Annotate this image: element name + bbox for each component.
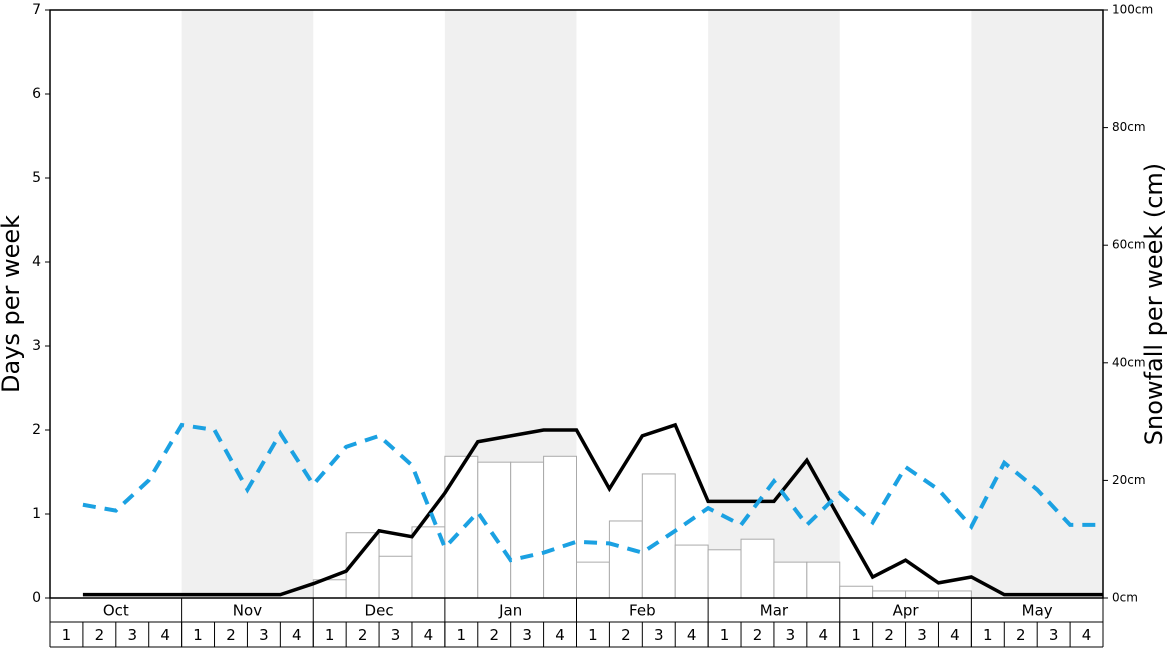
snowfall-bar (477, 461, 512, 599)
week-label: 2 (95, 626, 105, 644)
month-label: Nov (233, 602, 262, 620)
y2-tick-label: 80cm (1112, 120, 1146, 134)
week-label: 3 (654, 626, 664, 644)
y-tick-label: 2 (32, 422, 41, 438)
week-label: 4 (555, 626, 565, 644)
snowfall-bar (806, 561, 841, 599)
week-label: 3 (259, 626, 269, 644)
week-label: 1 (193, 626, 203, 644)
week-label: 3 (786, 626, 796, 644)
week-label: 2 (753, 626, 763, 644)
week-label: 4 (950, 626, 960, 644)
month-label: Mar (760, 602, 789, 620)
week-label: 1 (62, 626, 72, 644)
snowfall-bar (543, 455, 577, 599)
month-shade (708, 10, 840, 598)
snowfall-bar (937, 590, 972, 599)
week-label: 3 (522, 626, 532, 644)
snowfall-bar (576, 561, 610, 599)
y2-tick-label: 60cm (1112, 238, 1146, 252)
days-line (82, 422, 1103, 597)
week-label: 4 (160, 626, 170, 644)
snowfall-bar (641, 473, 676, 599)
week-label: 1 (457, 626, 467, 644)
y2-tick-label: 0cm (1112, 591, 1138, 605)
snowfall-bar (707, 549, 742, 599)
week-label: 4 (819, 626, 829, 644)
y-tick-label: 6 (32, 86, 41, 102)
week-label: 3 (391, 626, 401, 644)
week-label: 2 (489, 626, 499, 644)
snowfall-bar (510, 461, 545, 599)
y-axis-title: Days per week (0, 215, 25, 393)
y-tick-label: 5 (32, 170, 41, 186)
week-label: 2 (621, 626, 631, 644)
month-label: Dec (365, 602, 394, 620)
week-label: 4 (292, 626, 302, 644)
snowfall-bar (608, 520, 643, 599)
week-label: 1 (720, 626, 730, 644)
snowfall-bar (740, 538, 775, 599)
y-tick-label: 7 (32, 2, 41, 18)
month-label: Feb (629, 602, 656, 620)
week-label: 3 (127, 626, 137, 644)
week-label: 3 (917, 626, 927, 644)
snowfall-bar (839, 585, 874, 599)
y-tick-label: 4 (32, 254, 41, 270)
week-label: 4 (687, 626, 697, 644)
week-label: 4 (424, 626, 434, 644)
y2-axis-title: Snowfall per week (cm) (1140, 163, 1168, 445)
week-label: 2 (226, 626, 236, 644)
dashed-line (82, 422, 1103, 563)
week-label: 2 (1016, 626, 1026, 644)
week-label: 1 (325, 626, 335, 644)
month-shade (181, 10, 314, 598)
week-label: 3 (1049, 626, 1059, 644)
month-label: Apr (893, 602, 920, 620)
month-label: May (1022, 602, 1053, 620)
snowfall-bar (773, 561, 808, 599)
month-label: Jan (498, 602, 522, 620)
snowfall-bar (674, 544, 709, 599)
month-shade (971, 10, 1103, 598)
month-label: Oct (103, 602, 129, 620)
snowfall-bar (444, 455, 479, 599)
week-label: 4 (1082, 626, 1092, 644)
snowfall-bar (872, 590, 907, 599)
snowfall-bar (905, 590, 939, 599)
week-label: 1 (588, 626, 598, 644)
week-label: 1 (983, 626, 993, 644)
week-label: 1 (851, 626, 861, 644)
week-label: 2 (358, 626, 368, 644)
y-tick-label: 1 (32, 506, 41, 522)
y2-tick-label: 40cm (1112, 355, 1146, 369)
y-tick-label: 0 (32, 590, 41, 606)
y2-tick-label: 100cm (1112, 3, 1153, 17)
y2-tick-label: 20cm (1112, 473, 1146, 487)
week-label: 2 (884, 626, 894, 644)
y-tick-label: 3 (32, 338, 41, 354)
snowfall-bar (378, 555, 413, 599)
